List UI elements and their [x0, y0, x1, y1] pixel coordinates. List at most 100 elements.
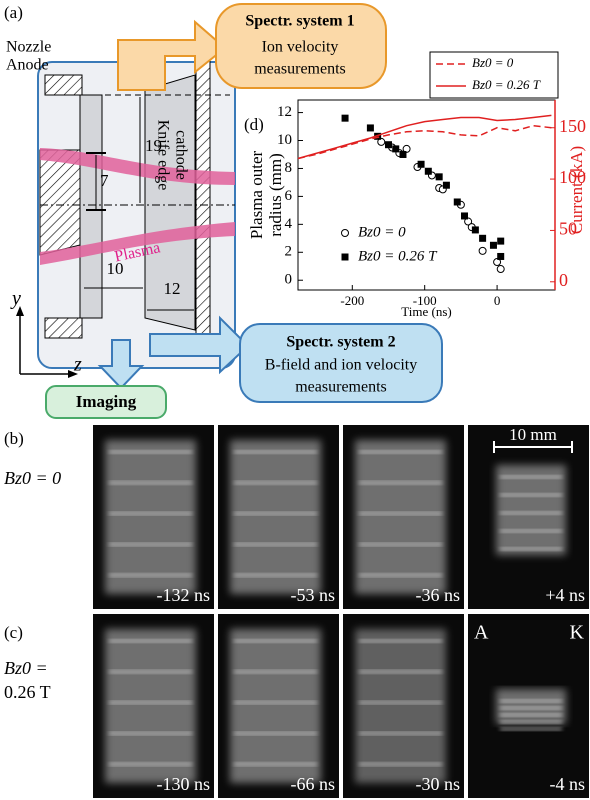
anode-body	[39, 149, 81, 256]
image-panels: (b) Bz0 = 0 (c) Bz0 = 0.26 T -132 ns -53 …	[4, 425, 589, 798]
plasma-streak	[500, 727, 562, 731]
plasma-streak	[234, 731, 317, 736]
frame-time: -36 ns	[416, 585, 461, 605]
data-point	[341, 114, 349, 122]
frame-time: -30 ns	[416, 774, 461, 794]
dimension: 7	[100, 171, 109, 190]
plasma-streak	[109, 700, 192, 705]
x-tick-label: -200	[340, 293, 364, 308]
plasma-glow	[355, 440, 446, 594]
plasma-streak	[359, 573, 442, 578]
data-point	[435, 173, 443, 181]
frame-time: +4 ns	[545, 585, 585, 605]
data-point	[392, 145, 400, 153]
legend-box	[429, 51, 559, 99]
axis-y: y	[10, 288, 21, 310]
arrow-imaging	[97, 339, 145, 390]
data-point	[453, 198, 461, 206]
plasma-streak	[234, 573, 317, 578]
data-point	[442, 181, 450, 189]
plasma-streak	[234, 542, 317, 547]
frame-time: -130 ns	[157, 774, 211, 794]
plasma-streak	[234, 511, 317, 516]
data-point	[417, 160, 425, 168]
data-point	[399, 150, 407, 158]
data-point	[471, 226, 479, 234]
plasma-streak	[234, 700, 317, 705]
data-point	[493, 258, 502, 267]
plasma-streak	[359, 669, 442, 674]
y-tick-label: 2	[285, 244, 293, 260]
y-tick-label: 0	[285, 272, 293, 288]
arrowhead	[16, 306, 24, 316]
cathode-plate	[195, 44, 211, 346]
legend-label: Bz0 = 0	[472, 55, 514, 70]
data-point	[496, 265, 505, 274]
panel-label: (d)	[244, 115, 264, 134]
plasma-glow	[105, 629, 196, 783]
nozzle-label: Nozzle	[6, 39, 51, 56]
spectr2-title: Spectr. system 2	[286, 334, 395, 351]
plasma-streak	[500, 706, 562, 710]
plasma-streak	[109, 639, 192, 643]
y2-tick-label: 150	[559, 116, 586, 136]
anode-label: Anode	[6, 57, 49, 74]
plasma-lower	[40, 222, 235, 265]
data-point	[489, 241, 497, 249]
y-axis-label: radius (mm)	[266, 153, 285, 237]
condition-label: 0.26 T	[4, 682, 51, 702]
data-point	[497, 252, 505, 260]
plasma-streak	[359, 762, 442, 767]
plasma-streak	[109, 450, 192, 454]
plasma-streak	[500, 547, 562, 551]
plasma-streak	[109, 731, 192, 736]
plasma-streak	[109, 480, 192, 485]
y-tick-label: 6	[285, 188, 293, 204]
scale-bar-label: 10 mm	[509, 425, 557, 444]
plasma-glow	[105, 440, 196, 594]
plasma-streak	[359, 511, 442, 516]
current-line	[297, 114, 552, 160]
plasma-upper	[40, 148, 235, 185]
spectr1-box	[215, 3, 387, 89]
plasma-streak	[359, 542, 442, 547]
spectr2-text: B-field and ion velocity	[265, 357, 417, 374]
plasma-streak	[359, 639, 442, 643]
data-point	[366, 124, 374, 132]
data-point	[479, 234, 487, 242]
plasma-streak	[500, 529, 562, 533]
frame-time: -132 ns	[157, 585, 211, 605]
arrow-spectr2	[149, 315, 250, 375]
anode-top	[44, 74, 83, 96]
data-point	[461, 212, 469, 220]
x-tick-label: -100	[413, 293, 437, 308]
imaging-label: Imaging	[76, 392, 137, 411]
plasma-glow	[230, 440, 321, 594]
anode-mark: A	[474, 622, 489, 644]
plasma-glow	[230, 629, 321, 783]
plasma-streak	[359, 450, 442, 454]
plasma-streak	[500, 713, 562, 717]
panel-label: (b)	[4, 429, 24, 448]
spectr1-text: Ion velocity	[262, 39, 339, 56]
plasma-streak	[359, 480, 442, 485]
plasma-streak	[109, 762, 192, 767]
plasma-streak	[359, 700, 442, 705]
data-point	[497, 237, 505, 245]
y-tick-label: 10	[277, 132, 292, 148]
plasma-streak	[234, 450, 317, 454]
plasma-streak	[500, 475, 562, 479]
y-tick-label: 4	[285, 216, 293, 232]
arrowhead	[68, 370, 78, 378]
legend-label: Bz0 = 0.26 T	[358, 248, 438, 264]
arrow-spectr1	[117, 19, 227, 91]
x-axis-label: Time (ns)	[401, 304, 451, 319]
y-axis-label: Plasma outer	[247, 151, 266, 240]
frame-time: -4 ns	[550, 774, 586, 794]
cathode-mark: K	[570, 622, 585, 644]
dimension: 12	[164, 279, 181, 298]
plasma-streak	[234, 762, 317, 767]
legend-label: Bz0 = 0	[358, 224, 406, 240]
plasma-streak	[109, 669, 192, 674]
plasma-streak	[234, 639, 317, 643]
